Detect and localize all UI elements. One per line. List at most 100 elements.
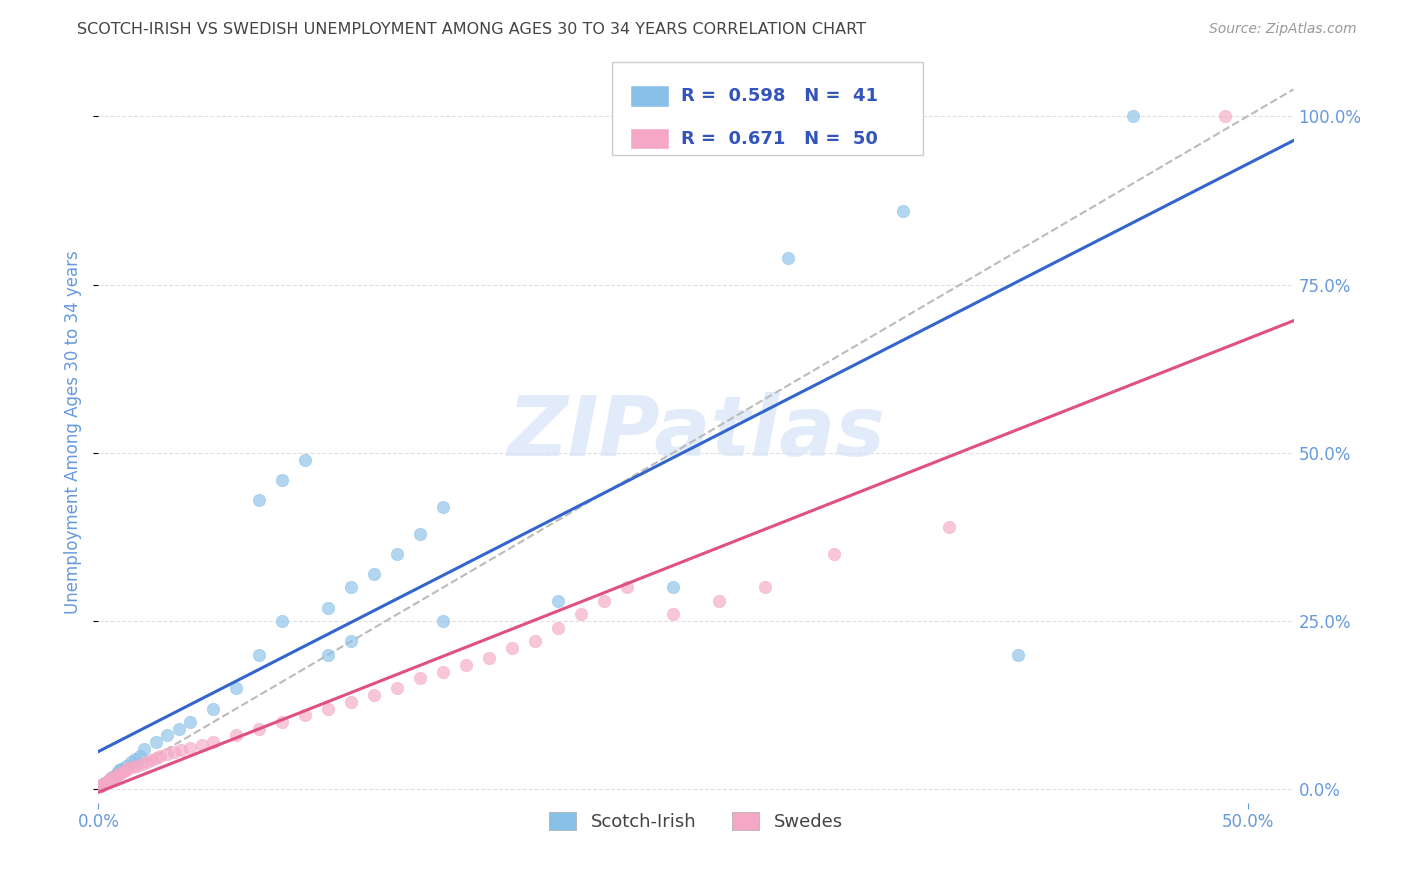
Point xyxy=(167,722,190,736)
Point xyxy=(91,777,114,791)
Point xyxy=(191,738,214,752)
Point xyxy=(145,735,167,749)
FancyBboxPatch shape xyxy=(613,62,922,155)
Point xyxy=(98,772,121,787)
Point xyxy=(141,753,163,767)
Point xyxy=(149,749,172,764)
Point xyxy=(316,648,339,662)
Point xyxy=(225,681,247,696)
Point xyxy=(662,581,685,595)
Point xyxy=(127,758,149,772)
Point xyxy=(94,775,117,789)
FancyBboxPatch shape xyxy=(630,128,669,150)
Point xyxy=(271,614,294,628)
Point xyxy=(938,520,960,534)
Point xyxy=(101,770,124,784)
Point xyxy=(112,764,135,779)
Point xyxy=(120,756,142,770)
Point xyxy=(134,742,156,756)
Point xyxy=(340,581,363,595)
Point xyxy=(156,729,179,743)
Point xyxy=(432,500,454,514)
Text: R =  0.671   N =  50: R = 0.671 N = 50 xyxy=(682,129,879,147)
Point xyxy=(340,695,363,709)
Point xyxy=(94,775,117,789)
Point xyxy=(103,770,125,784)
Y-axis label: Unemployment Among Ages 30 to 34 years: Unemployment Among Ages 30 to 34 years xyxy=(65,251,83,615)
Point xyxy=(105,768,128,782)
Point xyxy=(128,748,150,763)
Point xyxy=(316,701,339,715)
Point xyxy=(135,756,157,770)
Point xyxy=(110,762,132,776)
Point xyxy=(97,774,120,789)
Point xyxy=(247,648,270,662)
Point xyxy=(409,526,432,541)
Point xyxy=(294,708,316,723)
Point xyxy=(456,657,478,672)
Point xyxy=(662,607,685,622)
Point xyxy=(385,547,409,561)
Point xyxy=(363,688,385,702)
Point xyxy=(179,714,201,729)
Point xyxy=(823,547,845,561)
Point xyxy=(478,651,501,665)
Text: R =  0.598   N =  41: R = 0.598 N = 41 xyxy=(682,87,879,105)
Point xyxy=(409,671,432,685)
Point xyxy=(91,777,114,791)
Point xyxy=(547,594,569,608)
Point xyxy=(97,774,120,789)
Text: ZIPatlas: ZIPatlas xyxy=(508,392,884,473)
Point xyxy=(179,740,201,755)
Point xyxy=(524,634,547,648)
Legend: Scotch-Irish, Swedes: Scotch-Irish, Swedes xyxy=(541,805,851,838)
Point xyxy=(202,735,225,749)
Point xyxy=(110,765,132,780)
Text: SCOTCH-IRISH VS SWEDISH UNEMPLOYMENT AMONG AGES 30 TO 34 YEARS CORRELATION CHART: SCOTCH-IRISH VS SWEDISH UNEMPLOYMENT AMO… xyxy=(77,22,866,37)
Point xyxy=(432,665,454,679)
Point xyxy=(432,614,454,628)
Point xyxy=(776,251,799,265)
Point xyxy=(593,594,616,608)
Point xyxy=(122,760,145,774)
Point xyxy=(163,745,186,759)
Point xyxy=(569,607,592,622)
Point xyxy=(616,581,638,595)
Point xyxy=(131,757,153,772)
Point xyxy=(156,747,179,762)
Point xyxy=(294,452,316,467)
Point xyxy=(225,729,247,743)
Point xyxy=(1122,109,1144,123)
Point xyxy=(202,701,225,715)
Point xyxy=(385,681,409,696)
Point xyxy=(115,758,138,772)
Point xyxy=(90,779,112,793)
Point xyxy=(98,772,121,787)
Point xyxy=(90,779,112,793)
Point xyxy=(501,640,523,655)
Point xyxy=(117,762,139,776)
Point xyxy=(170,743,193,757)
Point xyxy=(1007,648,1029,662)
Point xyxy=(891,203,914,218)
Point xyxy=(124,752,146,766)
Point xyxy=(707,594,730,608)
FancyBboxPatch shape xyxy=(630,85,669,107)
Point xyxy=(547,621,569,635)
Point xyxy=(271,714,294,729)
Point xyxy=(108,764,131,778)
Point xyxy=(363,566,385,581)
Point xyxy=(340,634,363,648)
Point xyxy=(271,473,294,487)
Point xyxy=(754,581,776,595)
Point xyxy=(247,722,270,736)
Point xyxy=(103,769,125,783)
Point xyxy=(1213,109,1236,123)
Text: Source: ZipAtlas.com: Source: ZipAtlas.com xyxy=(1209,22,1357,37)
Point xyxy=(101,771,124,785)
Point xyxy=(108,767,131,781)
Point xyxy=(145,751,167,765)
Point xyxy=(247,492,270,507)
Point xyxy=(316,600,339,615)
Point xyxy=(115,763,138,777)
